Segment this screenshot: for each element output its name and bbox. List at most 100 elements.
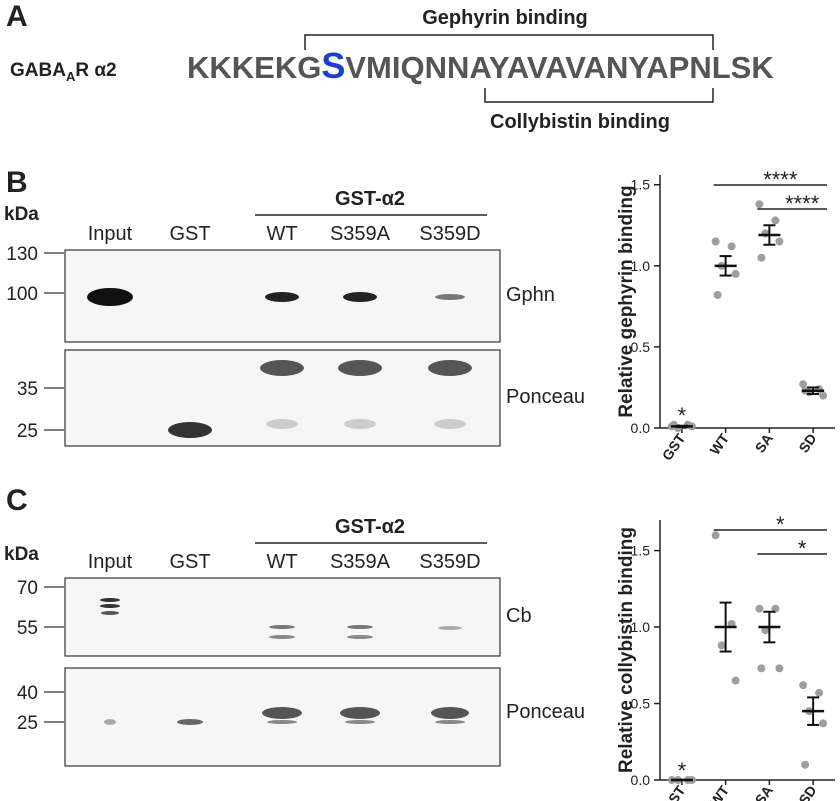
lane-label: GST — [169, 223, 210, 245]
data-point — [711, 531, 720, 540]
y-tick-label: 1.5 — [631, 177, 651, 193]
blot-top — [64, 577, 501, 657]
band — [347, 635, 373, 639]
band — [344, 419, 376, 429]
label-main: GABA — [10, 60, 66, 81]
band — [100, 598, 120, 602]
band — [262, 707, 302, 719]
data-point — [755, 200, 764, 209]
band — [345, 720, 375, 724]
error-bar — [763, 224, 776, 246]
marker-label: 100 — [6, 284, 38, 305]
y-tick-label: 1.5 — [631, 543, 651, 559]
kda-label: kDa — [4, 204, 39, 225]
lower-bracket — [484, 88, 714, 103]
sequence-site: S — [321, 45, 345, 86]
blot-label: Gphn — [506, 284, 555, 306]
data-point — [775, 237, 784, 246]
marker-label: 40 — [17, 683, 38, 704]
protein-label: GABAAR α2 — [10, 60, 117, 84]
band — [340, 707, 380, 719]
significance: * — [798, 536, 807, 561]
error-bar — [807, 696, 820, 726]
error-bar — [719, 601, 732, 653]
marker-label: 70 — [17, 578, 38, 599]
label-rest: R α2 — [75, 60, 116, 81]
data-point — [815, 688, 824, 697]
y-tick-label: 1.0 — [631, 258, 651, 274]
group-label: GST-α2 — [335, 516, 405, 538]
panel-letter: A — [6, 0, 28, 33]
band — [100, 604, 120, 608]
y-tick-label: 0.5 — [631, 696, 651, 712]
y-axis-label: Relative gephyrin binding — [616, 185, 637, 417]
x-tick-label: WT — [706, 430, 732, 457]
panel-letter: B — [6, 166, 28, 199]
data-point — [711, 237, 720, 246]
band — [101, 611, 119, 615]
data-point — [713, 291, 722, 300]
data-point — [755, 604, 764, 613]
lane-label: S359D — [419, 223, 480, 245]
y-tick-label: 1.0 — [631, 619, 651, 635]
band — [266, 419, 298, 429]
band — [177, 719, 203, 725]
data-point — [717, 641, 726, 650]
band — [435, 720, 465, 724]
data-point — [819, 391, 828, 400]
data-point — [775, 664, 784, 673]
error-bar — [807, 386, 820, 395]
blot-label: Ponceau — [506, 386, 585, 408]
marker-label: 130 — [6, 244, 38, 265]
kda-label: kDa — [4, 544, 39, 565]
data-point — [801, 760, 810, 769]
lane-label: GST — [169, 551, 210, 573]
band — [435, 294, 465, 300]
data-point — [819, 719, 828, 728]
panel-letter: C — [6, 484, 28, 517]
band — [260, 360, 304, 376]
x-tick-label: WT — [706, 782, 732, 801]
x-tick-label: GST — [659, 430, 689, 463]
data-point — [799, 681, 808, 690]
x-tick-label: SD — [795, 783, 819, 801]
band — [168, 422, 212, 438]
y-tick-label: 0.0 — [631, 772, 651, 788]
error-bar — [675, 424, 688, 429]
band — [343, 292, 377, 302]
marker-label: 25 — [17, 421, 38, 442]
upper-bracket — [304, 34, 714, 50]
y-tick-label: 0.0 — [631, 420, 651, 436]
band — [267, 720, 297, 724]
marker-label: 25 — [17, 713, 38, 734]
band — [438, 626, 462, 630]
lower-bracket-label: Collybistin binding — [490, 111, 670, 133]
error-bar — [719, 255, 732, 277]
blot-label: Ponceau — [506, 701, 585, 723]
significance: **** — [763, 167, 798, 192]
lane-label: S359D — [419, 551, 480, 573]
band — [269, 625, 295, 629]
data-point — [757, 664, 766, 673]
data-point — [771, 216, 780, 225]
band — [431, 707, 469, 719]
band — [428, 360, 472, 376]
band — [265, 292, 299, 302]
blot-label: Cb — [506, 605, 532, 627]
data-point — [771, 604, 780, 613]
group-label: GST-α2 — [335, 188, 405, 210]
blot-top — [64, 249, 501, 343]
data-point — [727, 242, 736, 251]
lane-label: WT — [266, 223, 297, 245]
significance: * — [678, 403, 687, 428]
lane-label: Input — [88, 551, 133, 573]
sequence: KKKEKGSVMIQNNAYAVAVANYAPNLSK — [187, 45, 774, 86]
y-axis-label: Relative collybistin binding — [616, 527, 637, 773]
marker-label: 55 — [17, 618, 38, 639]
band — [269, 635, 295, 639]
data-point — [799, 380, 808, 389]
marker-label: 35 — [17, 379, 38, 400]
lane-label: Input — [88, 223, 133, 245]
lane-label: S359A — [330, 551, 391, 573]
